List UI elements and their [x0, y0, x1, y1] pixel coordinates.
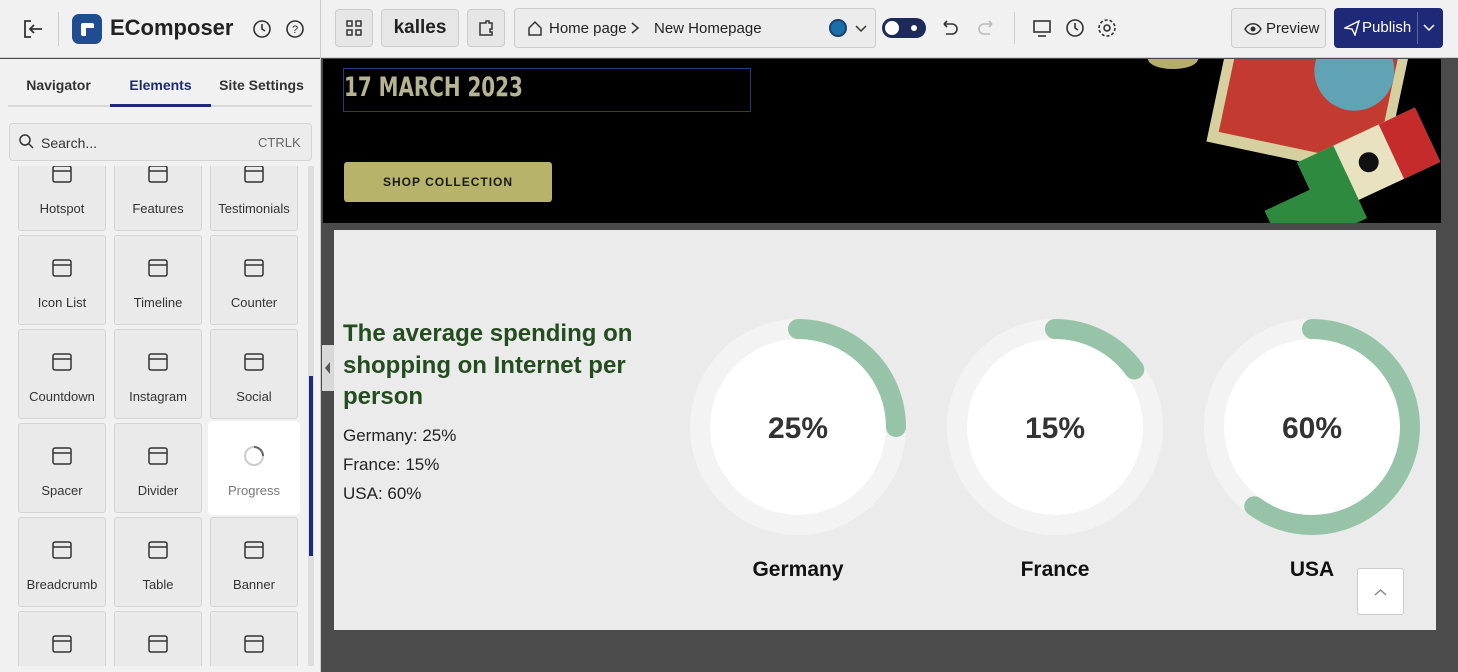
- element-grid: Hotspot Features Testimonials Icon List Time…: [0, 166, 308, 666]
- selected-element: [343, 68, 751, 112]
- progress-arc: [690, 319, 906, 535]
- element-label: Breadcrumb: [26, 577, 98, 592]
- element-tile[interactable]: Spacer: [18, 423, 106, 513]
- progress-label: USA: [1290, 558, 1334, 581]
- element-label: Table: [142, 577, 174, 592]
- sidebar-tab[interactable]: Elements: [129, 77, 192, 93]
- progress-label: France: [1021, 558, 1090, 581]
- sidebar-tab[interactable]: Site Settings: [219, 77, 304, 93]
- stat-line: France: 15%: [343, 455, 440, 474]
- app-name: EComposer: [110, 15, 234, 40]
- element-tile[interactable]: Progress: [208, 421, 300, 515]
- theme-toggle[interactable]: [881, 17, 927, 39]
- element-label: Icon List: [37, 295, 87, 310]
- element-tile[interactable]: Countdown: [18, 329, 106, 419]
- active-tab-indicator: [110, 104, 211, 107]
- element-tile[interactable]: Counter: [210, 235, 298, 325]
- progress-value: 60%: [1282, 412, 1342, 445]
- element-label: Progress: [227, 483, 281, 498]
- element-label: Social: [236, 389, 272, 404]
- search-box[interactable]: [9, 123, 312, 161]
- preview-button[interactable]: Preview: [1231, 8, 1326, 48]
- element-tile[interactable]: [18, 611, 106, 666]
- exit-icon[interactable]: [22, 18, 44, 40]
- section-title: The average spending on shopping on Inte…: [343, 320, 633, 410]
- search-shortcut: CTRLK: [258, 135, 301, 150]
- page-selector[interactable]: [514, 8, 876, 48]
- svg-text:?: ?: [292, 24, 298, 36]
- help-icon[interactable]: ?: [284, 18, 306, 40]
- apps-button[interactable]: [467, 9, 505, 47]
- shop-button[interactable]: SHOP COLLECTION: [344, 162, 552, 202]
- stat-line: Germany: 25%: [343, 426, 457, 445]
- element-tile[interactable]: Table: [114, 517, 202, 607]
- element-tile[interactable]: Testimonials: [210, 166, 298, 231]
- publish-label: Publish: [1362, 19, 1412, 36]
- element-tile[interactable]: Social: [210, 329, 298, 419]
- logo: [72, 14, 102, 44]
- ring-center: [710, 339, 886, 515]
- element-tile[interactable]: Instagram: [114, 329, 202, 419]
- element-label: Timeline: [133, 295, 183, 310]
- ring-center: [967, 339, 1143, 515]
- progress-arc: [947, 319, 1163, 535]
- element-label: Instagram: [129, 389, 187, 404]
- element-tile[interactable]: Timeline: [114, 235, 202, 325]
- collapse-tab[interactable]: [322, 345, 334, 391]
- element-label: Testimonials: [218, 201, 290, 216]
- breadcrumb-item[interactable]: Home page: [549, 20, 627, 37]
- preview-label: Preview: [1266, 20, 1320, 37]
- element-label: Hotspot: [39, 201, 85, 216]
- ring-center: [1224, 339, 1400, 515]
- progress-value: 25%: [768, 412, 828, 445]
- progress-arc: [1204, 319, 1420, 535]
- element-label: Spacer: [41, 483, 83, 498]
- element-label: Counter: [230, 295, 278, 310]
- element-tile[interactable]: Hotspot: [18, 166, 106, 231]
- store-button[interactable]: kalles: [381, 9, 459, 47]
- element-label: Divider: [137, 483, 179, 498]
- hero-date: 17 MARCH 2023: [344, 72, 523, 103]
- progress-label: Germany: [752, 558, 843, 581]
- element-tile[interactable]: Breadcrumb: [18, 517, 106, 607]
- search-placeholder: Search...: [41, 135, 98, 151]
- history-icon[interactable]: [251, 18, 273, 40]
- sidebar-tab[interactable]: Navigator: [26, 77, 91, 93]
- publish-button[interactable]: Publish: [1334, 8, 1443, 48]
- breadcrumb-item[interactable]: New Homepage: [654, 20, 762, 37]
- element-tile[interactable]: Banner: [210, 517, 298, 607]
- element-tile[interactable]: Icon List: [18, 235, 106, 325]
- element-tile[interactable]: Divider: [114, 423, 202, 513]
- scroll-top-button[interactable]: [1357, 568, 1404, 615]
- element-tile[interactable]: Features: [114, 166, 202, 231]
- progress-value: 15%: [1025, 412, 1085, 445]
- element-tile[interactable]: [210, 611, 298, 666]
- grid-button[interactable]: [335, 9, 373, 47]
- element-tile[interactable]: [114, 611, 202, 666]
- stat-line: USA: 60%: [343, 484, 422, 503]
- element-label: Features: [132, 201, 184, 216]
- element-label: Countdown: [29, 389, 95, 404]
- progress-chart: 25% Germany 15% France 60% USA: [690, 319, 1420, 581]
- element-label: Banner: [233, 577, 275, 592]
